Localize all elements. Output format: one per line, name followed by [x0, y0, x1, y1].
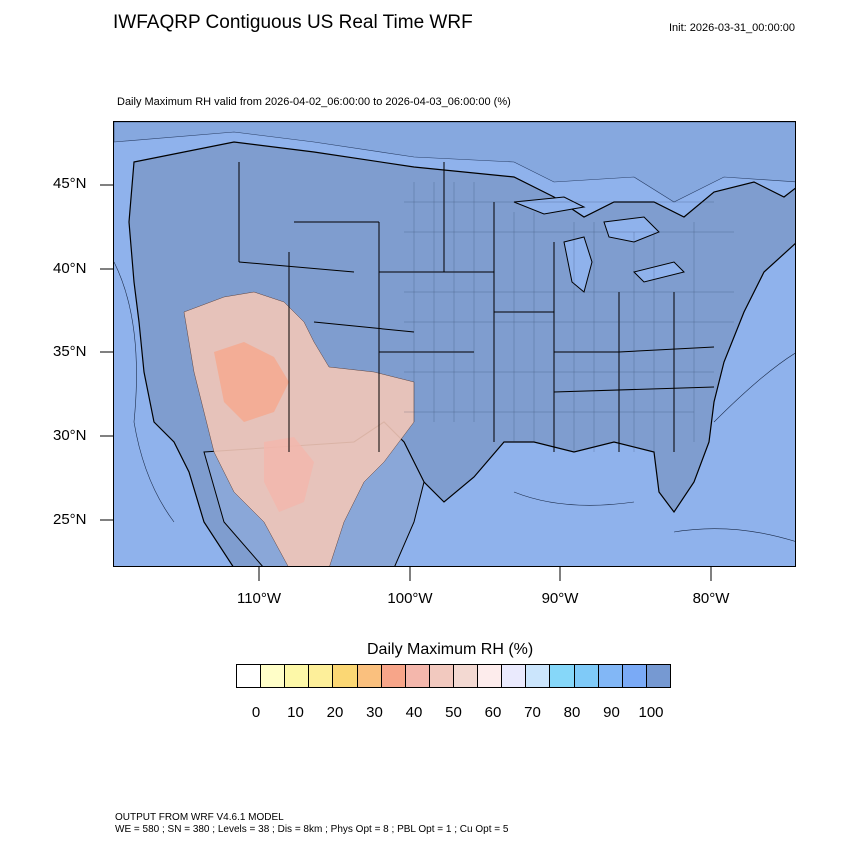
- plot-subtitle: Daily Maximum RH valid from 2026-04-02_0…: [117, 96, 511, 108]
- colorbar-box: [646, 665, 670, 687]
- colorbar-tick-label: 90: [603, 704, 620, 721]
- rh-contours: [114, 261, 795, 542]
- colorbar-title: Daily Maximum RH (%): [367, 641, 534, 658]
- colorbar-box: [405, 665, 430, 687]
- lon-label-110: 110°W: [236, 590, 282, 607]
- lat-label-25: 25°N: [53, 511, 87, 528]
- colorbar-tick-label: 20: [326, 704, 344, 721]
- colorbar-box: [550, 665, 575, 687]
- dry-core-mexico: [264, 437, 314, 512]
- colorbar-box: [285, 665, 310, 687]
- canada-region: [114, 122, 795, 203]
- lake-huron: [603, 216, 660, 243]
- colorbar-box: [502, 665, 527, 687]
- colorbar-tick-label: 0: [251, 704, 261, 721]
- colorbar-box: [309, 665, 334, 687]
- colorbar-tick-label: 80: [563, 704, 581, 721]
- lon-label-90: 90°W: [541, 590, 579, 607]
- colorbar-box: [478, 665, 503, 687]
- lat-label-45: 45°N: [53, 175, 87, 192]
- lake-superior: [513, 196, 586, 215]
- colorbar-box: [574, 665, 599, 687]
- model-config: WE = 580 ; SN = 380 ; Levels = 38 ; Dis …: [115, 824, 509, 835]
- init-time: Init: 2026-03-31_00:00:00: [669, 22, 795, 34]
- map-panel: [113, 121, 796, 567]
- colorbar-tick-label: 60: [484, 704, 502, 721]
- lake-michigan: [563, 236, 593, 293]
- colorbar-tick-label: 50: [445, 704, 462, 721]
- rh-map: [114, 122, 795, 566]
- colorbar-box: [261, 665, 286, 687]
- colorbar-box: [453, 665, 479, 687]
- lat-label-35: 35°N: [53, 343, 87, 360]
- lat-label-40: 40°N: [53, 260, 87, 277]
- colorbar-tick-label: 70: [524, 704, 541, 721]
- colorbar-tick-label: 100: [638, 704, 664, 721]
- colorbar-tick-label: 40: [405, 704, 423, 721]
- colorbar-tick-label: 10: [287, 704, 304, 721]
- model-info: OUTPUT FROM WRF V4.6.1 MODEL: [115, 812, 284, 823]
- lon-label-80: 80°W: [692, 590, 730, 607]
- colorbar-box: [381, 665, 406, 687]
- colorbar: [236, 664, 671, 688]
- colorbar-box: [237, 665, 262, 687]
- lake-erie: [633, 261, 685, 283]
- colorbar-box: [429, 665, 454, 687]
- colorbar-box: [622, 665, 647, 687]
- colorbar-tick-label: 30: [366, 704, 383, 721]
- lat-label-30: 30°N: [53, 427, 87, 444]
- colorbar-box: [598, 665, 623, 687]
- county-lines: [404, 182, 734, 452]
- colorbar-box: [357, 665, 382, 687]
- very-dry-core: [214, 342, 289, 422]
- axis-ticks: [100, 184, 712, 581]
- lon-label-100: 100°W: [387, 590, 433, 607]
- colorbar-box: [333, 665, 358, 687]
- colorbar-box: [526, 665, 551, 687]
- plot-title: IWFAQRP Contiguous US Real Time WRF: [113, 12, 473, 33]
